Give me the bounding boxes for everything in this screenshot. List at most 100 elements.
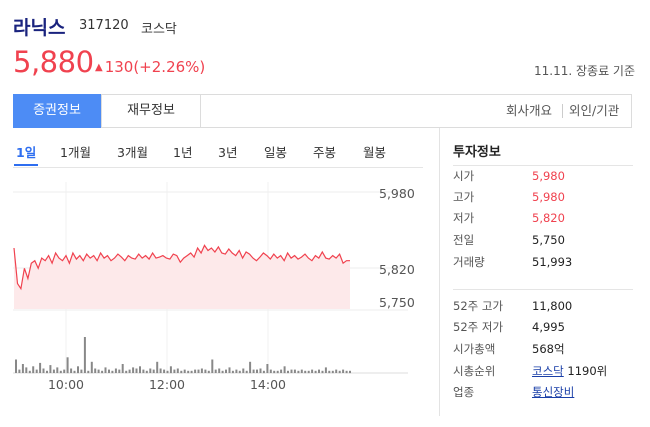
volume-bar <box>204 369 207 373</box>
volume-bar <box>304 370 307 374</box>
volume-bar <box>46 370 48 374</box>
info-value: 5,750 <box>532 233 565 247</box>
as-of-time: 11.11. 장종료 기준 <box>534 64 635 78</box>
volume-bar <box>39 362 42 373</box>
industry-link[interactable]: 통신장비 <box>532 385 575 399</box>
volume-bar <box>94 368 97 373</box>
volume-bar <box>142 369 145 373</box>
volume-bar <box>73 370 76 374</box>
intraday-chart-svg: 5,980 5,820 5,750 10:00 12:00 14:00 <box>13 182 415 392</box>
volume-bar <box>283 366 286 374</box>
market-rank-link[interactable]: 코스닥 <box>532 364 564 378</box>
volume-bar <box>297 370 300 374</box>
volume-bar <box>273 370 276 374</box>
price-change-value: 130(+2.26%) <box>104 58 206 76</box>
volume-bar <box>290 369 293 373</box>
info-value: 5,820 <box>532 211 565 225</box>
volume-bar <box>197 369 200 373</box>
volume-bar <box>225 369 227 373</box>
tab-stock-info[interactable]: 증권정보 <box>13 94 101 128</box>
period-1y[interactable]: 1년 <box>173 145 193 160</box>
volume-bar <box>242 368 245 373</box>
info-tab-bar: 증권정보 재무정보 회사개요 외인/기관 <box>13 94 632 128</box>
period-1d[interactable]: 1일 <box>16 145 37 160</box>
y-tick-label: 5,820 <box>379 262 415 277</box>
y-tick-label: 5,980 <box>379 186 415 201</box>
volume-bar <box>259 368 262 373</box>
volume-bar <box>300 369 303 373</box>
volume-bar <box>256 369 258 373</box>
volume-bar <box>194 369 197 373</box>
period-1m[interactable]: 1개월 <box>60 145 91 160</box>
tab-financial-info[interactable]: 재무정보 <box>101 95 201 127</box>
info-label: 시가총액 <box>453 342 496 356</box>
info-divider <box>453 165 633 166</box>
volume-bar <box>173 369 176 373</box>
period-3y[interactable]: 3년 <box>218 145 238 160</box>
price-line <box>13 244 350 291</box>
volume-bar <box>200 368 203 373</box>
period-weekly[interactable]: 주봉 <box>313 145 337 160</box>
volume-bar <box>32 366 35 374</box>
volume-bar <box>183 369 186 373</box>
volume-bar <box>163 369 166 373</box>
volume-bar <box>314 370 317 374</box>
info-label: 전일 <box>453 233 475 247</box>
volume-bar <box>35 369 38 373</box>
volume-bar <box>156 361 159 374</box>
volume-bar <box>101 370 104 374</box>
volume-bar <box>166 370 169 374</box>
volume-bar <box>25 367 28 373</box>
volume-bar <box>90 361 93 374</box>
volume-bar <box>63 369 66 373</box>
period-selector: 1일 1개월 3개월 1년 3년 일봉 주봉 월봉 <box>13 142 423 168</box>
volume-bar <box>176 368 179 373</box>
volume-bar <box>56 367 59 373</box>
period-monthly[interactable]: 월봉 <box>363 145 387 160</box>
volume-bar <box>214 369 217 373</box>
volume-bar <box>118 369 121 373</box>
volume-bar <box>159 368 162 373</box>
info-value: 568억 <box>532 342 565 356</box>
volume-bar <box>266 364 269 373</box>
volume-bar <box>15 359 17 373</box>
info-label: 거래량 <box>453 255 485 269</box>
up-arrow-icon: ▲ <box>95 62 103 73</box>
volume-bar <box>52 369 55 373</box>
y-tick-label: 5,750 <box>379 295 415 310</box>
tab-company-overview[interactable]: 회사개요 <box>506 103 553 118</box>
price-change: ▲ 130(+2.26%) <box>95 58 205 76</box>
stock-header: 라닉스 317120 코스닥 5,880 ▲ 130(+2.26%) 11.11.… <box>13 10 635 90</box>
period-3m[interactable]: 3개월 <box>117 145 148 160</box>
stock-name[interactable]: 라닉스 <box>13 17 66 39</box>
volume-bar <box>293 369 296 373</box>
panel-divider <box>439 128 440 416</box>
tab-foreign-institution[interactable]: 외인/기관 <box>569 103 620 118</box>
price-area <box>14 245 350 309</box>
volume-bar <box>49 365 52 373</box>
volume-bar <box>328 370 331 374</box>
current-price: 5,880 <box>13 45 94 79</box>
volume-bar <box>80 369 83 373</box>
period-daily[interactable]: 일봉 <box>264 145 288 160</box>
info-value: 5,980 <box>532 169 565 183</box>
info-label: 52주 고가 <box>453 299 504 313</box>
info-label: 저가 <box>453 211 475 225</box>
volume-bar <box>149 368 152 373</box>
volume-bar <box>42 368 45 373</box>
info-label: 시총순위 <box>453 364 496 378</box>
x-tick-label: 12:00 <box>149 377 185 392</box>
volume-bar <box>18 369 21 373</box>
volume-bar <box>111 370 114 374</box>
info-label: 시가 <box>453 169 475 183</box>
y-axis-labels: 5,980 5,820 5,750 <box>379 186 415 310</box>
volume-bar <box>238 370 241 374</box>
volume-bars <box>15 337 351 374</box>
volume-bar <box>70 368 73 373</box>
volume-bar <box>59 370 62 374</box>
volume-bar <box>145 370 148 374</box>
intraday-chart[interactable]: 5,980 5,820 5,750 10:00 12:00 14:00 <box>13 168 433 398</box>
volume-bar <box>218 368 221 373</box>
volume-bar <box>190 370 193 374</box>
info-value: 5,980 <box>532 190 565 204</box>
